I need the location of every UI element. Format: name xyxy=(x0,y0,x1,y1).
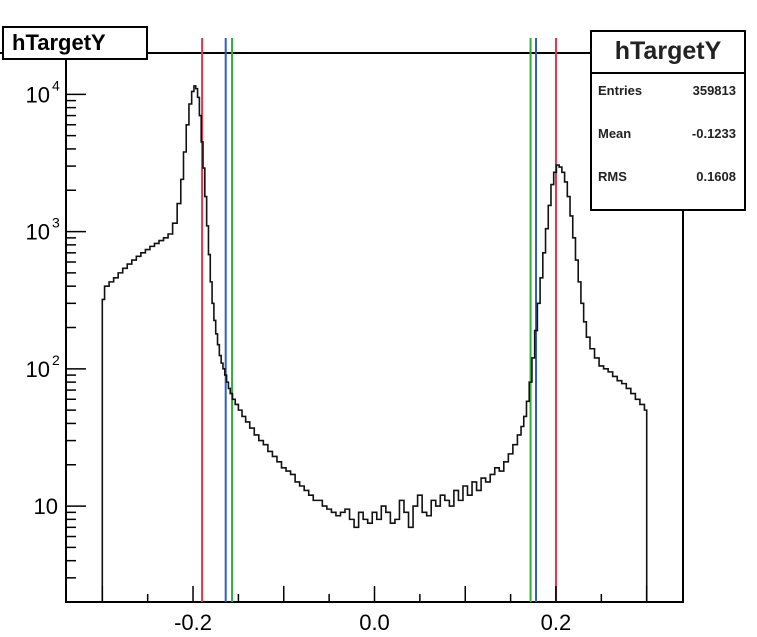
x-tick-label: 0.0 xyxy=(359,610,390,635)
stats-value: 0.1608 xyxy=(696,169,736,184)
y-tick-label: 10 xyxy=(34,494,58,519)
y-tick-exponent: 2 xyxy=(52,352,60,368)
stats-box: hTargetY Entries 359813 Mean -0.1233 RMS… xyxy=(590,30,746,211)
stats-value: 359813 xyxy=(692,83,736,98)
x-tick-label: 0.2 xyxy=(541,610,572,635)
y-tick-exponent: 3 xyxy=(52,215,60,231)
stats-label: RMS xyxy=(598,169,627,184)
histogram-title: hTargetY xyxy=(12,30,106,55)
stats-row-entries: Entries 359813 xyxy=(592,74,744,117)
stats-label: Entries xyxy=(598,83,643,98)
stats-label: Mean xyxy=(598,126,632,141)
stats-row-rms: RMS 0.1608 xyxy=(592,160,744,203)
y-tick-label: 10 xyxy=(26,357,50,382)
y-tick-label: 10 xyxy=(26,82,50,107)
histogram-series-line xyxy=(101,85,648,602)
stats-value: -0.1233 xyxy=(691,126,736,141)
y-tick-exponent: 4 xyxy=(52,77,60,93)
stats-title: hTargetY xyxy=(592,32,744,74)
stats-row-mean: Mean -0.1233 xyxy=(592,117,744,160)
histogram-title-box: hTargetY xyxy=(2,26,148,60)
x-tick-label: -0.2 xyxy=(174,610,212,635)
y-tick-label: 10 xyxy=(26,220,50,245)
